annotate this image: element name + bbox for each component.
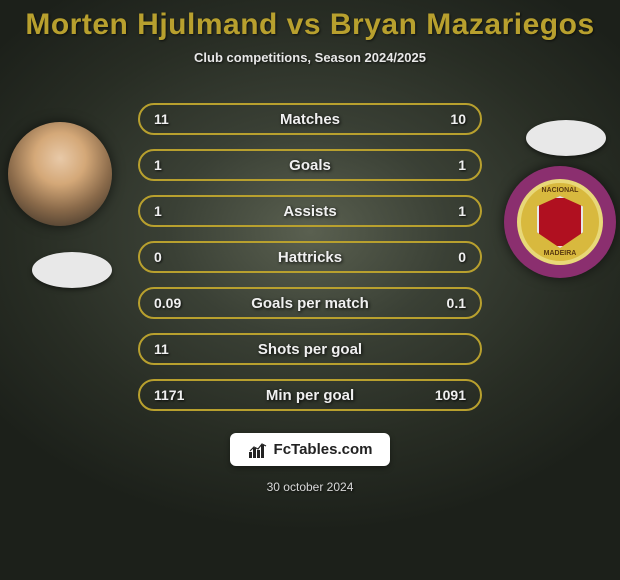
footer-brand-badge: FcTables.com [230, 433, 391, 466]
stat-row: 11 Shots per goal [138, 333, 482, 365]
stat-row: 1 Assists 1 [138, 195, 482, 227]
bar-chart-icon [248, 442, 268, 458]
club-shield-icon [537, 196, 583, 248]
stat-row: 1 Goals 1 [138, 149, 482, 181]
stat-label: Min per goal [266, 387, 354, 404]
stat-left-value: 0.09 [154, 295, 194, 311]
stat-left-value: 11 [154, 111, 194, 127]
stat-row: 1171 Min per goal 1091 [138, 379, 482, 411]
page-title: Morten Hjulmand vs Bryan Mazariegos [25, 8, 594, 42]
date-text: 30 october 2024 [267, 480, 354, 494]
stat-label: Goals [289, 157, 331, 174]
stat-label: Hattricks [278, 249, 342, 266]
player-left-club-badge [32, 252, 112, 288]
stat-row: 0.09 Goals per match 0.1 [138, 287, 482, 319]
club-badge-top-text: NACIONAL [542, 187, 579, 194]
footer-brand-text: FcTables.com [274, 441, 373, 458]
stat-left-value: 1 [154, 203, 194, 219]
stat-right-value: 0.1 [426, 295, 466, 311]
stat-right-value: 1 [426, 157, 466, 173]
stat-label: Shots per goal [258, 341, 362, 358]
stat-left-value: 0 [154, 249, 194, 265]
player-right-club-badge: NACIONAL MADEIRA [504, 166, 616, 278]
stat-left-value: 1171 [154, 387, 194, 403]
stat-right-value: 10 [426, 111, 466, 127]
stat-left-value: 11 [154, 341, 194, 357]
stat-label: Matches [280, 111, 340, 128]
stat-label: Assists [283, 203, 336, 220]
stat-label: Goals per match [251, 295, 369, 312]
stat-left-value: 1 [154, 157, 194, 173]
stat-row: 11 Matches 10 [138, 103, 482, 135]
player-right-nation-badge [526, 120, 606, 156]
stat-right-value: 1091 [426, 387, 466, 403]
player-left-avatar [8, 122, 112, 226]
stat-right-value: 0 [426, 249, 466, 265]
stat-row: 0 Hattricks 0 [138, 241, 482, 273]
club-badge-bottom-text: MADEIRA [544, 250, 577, 257]
subtitle: Club competitions, Season 2024/2025 [194, 50, 426, 65]
stat-right-value: 1 [426, 203, 466, 219]
